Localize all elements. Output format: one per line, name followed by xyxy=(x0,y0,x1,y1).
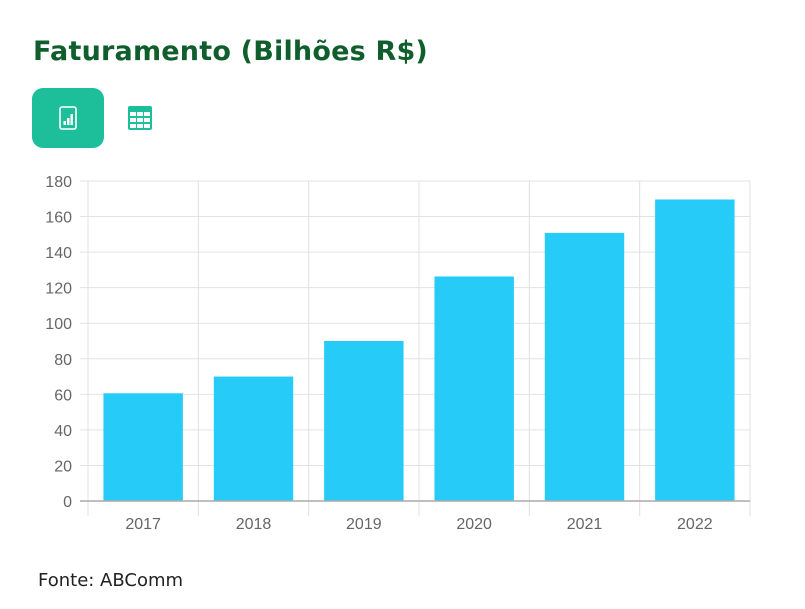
bar-2019 xyxy=(324,341,404,501)
x-tick-label: 2020 xyxy=(456,516,492,533)
y-tick-label: 20 xyxy=(54,458,72,475)
y-tick-label: 120 xyxy=(45,281,72,298)
bar-2021 xyxy=(544,232,625,501)
y-tick-label: 60 xyxy=(54,387,72,404)
x-tick-label: 2018 xyxy=(236,516,272,533)
bar-2017 xyxy=(103,393,183,501)
bar-chart: 0 20 40 60 80 100 120 140 160 180 2017 2018 2019 2020… xyxy=(45,174,751,533)
y-tick-label: 140 xyxy=(45,245,72,262)
x-tick-label: 2017 xyxy=(125,516,161,533)
bar-2020 xyxy=(434,276,514,501)
bar-chart-icon xyxy=(59,106,77,130)
bar-2022 xyxy=(655,199,735,501)
y-tick-label: 40 xyxy=(54,423,72,440)
chart-title: Faturamento (Bilhões R$) xyxy=(33,36,428,67)
y-tick-label: 160 xyxy=(45,210,72,227)
x-tick-label: 2019 xyxy=(346,516,382,533)
source-note: Fonte: ABComm xyxy=(38,570,184,591)
x-tick-label: 2022 xyxy=(677,516,713,533)
chart-view-button[interactable] xyxy=(32,88,104,148)
table-view-button[interactable] xyxy=(120,98,160,138)
y-tick-label: 80 xyxy=(54,352,72,369)
y-tick-label: 180 xyxy=(45,174,72,191)
x-tick-label: 2021 xyxy=(567,516,603,533)
bar-2018 xyxy=(213,376,294,501)
table-icon xyxy=(128,106,152,130)
y-tick-label: 100 xyxy=(45,316,72,333)
y-tick-label: 0 xyxy=(63,494,72,511)
